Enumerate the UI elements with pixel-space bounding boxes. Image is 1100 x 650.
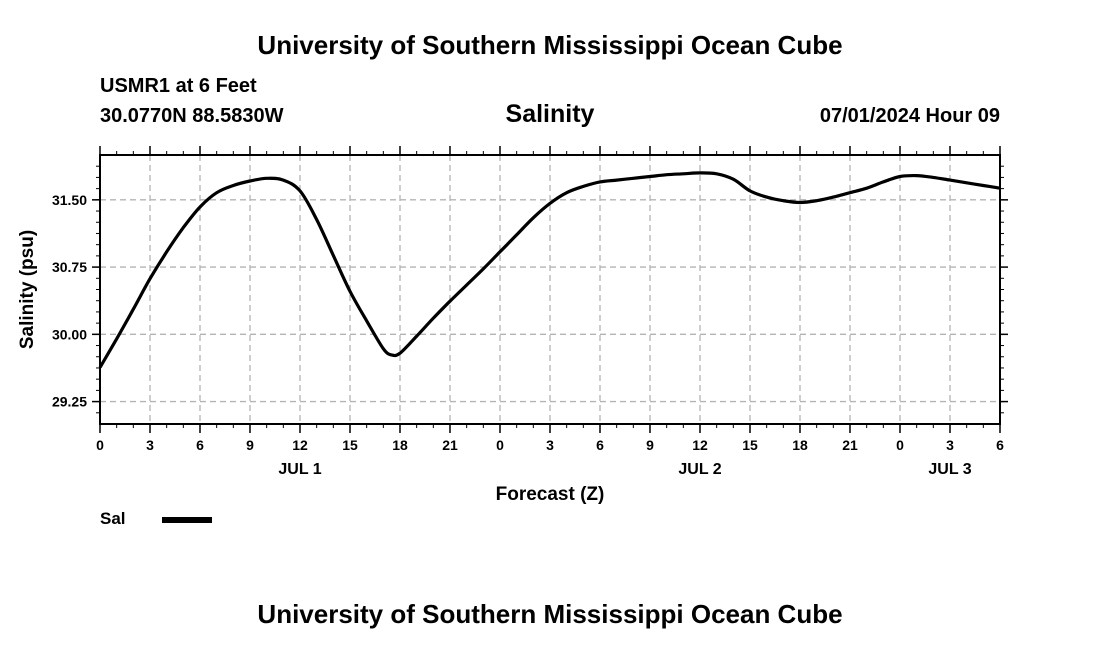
x-tick-label: 12 bbox=[292, 437, 308, 453]
date-label: JUL 3 bbox=[928, 461, 971, 478]
x-tick-label: 21 bbox=[842, 437, 858, 453]
axes bbox=[92, 146, 1008, 433]
x-tick-label: 6 bbox=[196, 437, 204, 453]
coordinates-label: 30.0770N 88.5830W bbox=[100, 105, 284, 127]
x-tick-label: 0 bbox=[96, 437, 104, 453]
x-tick-label: 18 bbox=[392, 437, 408, 453]
y-tick-label: 30.75 bbox=[52, 259, 87, 275]
y-tick-label: 30.00 bbox=[52, 326, 87, 342]
x-tick-label: 0 bbox=[896, 437, 904, 453]
plot-frame bbox=[99, 154, 1001, 425]
chart-subtitle: Salinity bbox=[505, 100, 595, 128]
x-tick-label: 6 bbox=[996, 437, 1004, 453]
x-tick-label: 0 bbox=[496, 437, 504, 453]
x-tick-label: 9 bbox=[246, 437, 254, 453]
y-tick-label: 31.50 bbox=[52, 192, 87, 208]
x-tick-label: 15 bbox=[342, 437, 358, 453]
date-label: JUL 1 bbox=[278, 461, 321, 478]
date-label: JUL 2 bbox=[678, 461, 721, 478]
x-tick-label: 6 bbox=[596, 437, 604, 453]
station-label: USMR1 at 6 Feet bbox=[100, 75, 257, 97]
x-tick-label: 9 bbox=[646, 437, 654, 453]
x-tick-label: 21 bbox=[442, 437, 458, 453]
x-axis-title: Forecast (Z) bbox=[496, 484, 605, 505]
datestamp-label: 07/01/2024 Hour 09 bbox=[819, 105, 1000, 127]
series-layer bbox=[98, 171, 1001, 369]
x-tick-label: 3 bbox=[546, 437, 554, 453]
y-axis-title: Salinity (psu) bbox=[17, 230, 38, 349]
x-tick-label: 3 bbox=[146, 437, 154, 453]
legend-swatch bbox=[162, 517, 212, 523]
footer-title: University of Southern Mississippi Ocean… bbox=[257, 599, 843, 629]
chart-title: University of Southern Mississippi Ocean… bbox=[257, 30, 843, 60]
x-tick-label: 12 bbox=[692, 437, 708, 453]
y-tick-label: 29.25 bbox=[52, 394, 87, 410]
axis-labels: 29.25 30.00 30.75 31.50 0 3 6 9 12 15 18 21 0 3 6 9 12 15… bbox=[17, 192, 1004, 505]
x-tick-label: 3 bbox=[946, 437, 954, 453]
x-tick-label: 18 bbox=[792, 437, 808, 453]
grid bbox=[100, 155, 1000, 424]
x-tick-label: 15 bbox=[742, 437, 758, 453]
legend-label: Sal bbox=[100, 509, 126, 528]
series-line-sal bbox=[98, 171, 1001, 369]
